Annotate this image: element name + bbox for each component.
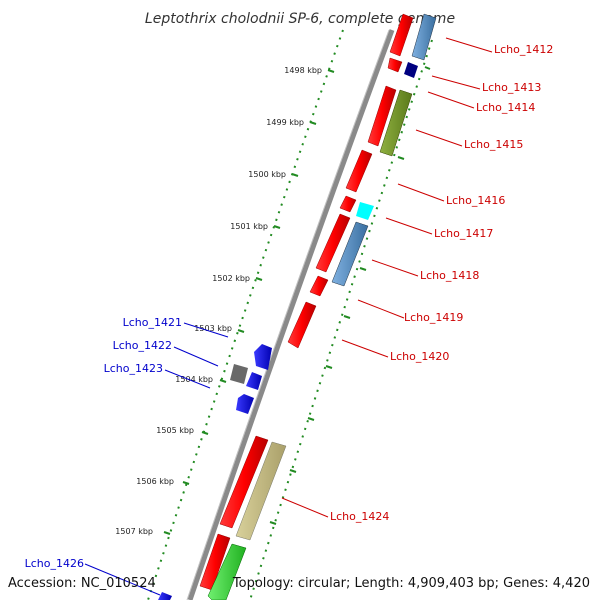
tick-mark-1505	[201, 431, 209, 435]
accession-text: Accession: NC_010524	[8, 576, 156, 591]
inner-tick-mark	[397, 156, 405, 160]
gene-label: Lcho_1423	[104, 362, 163, 375]
tick-mark-1503	[237, 329, 245, 333]
gene-steel-top[interactable]	[411, 13, 437, 61]
gene-lcho-1418[interactable]	[315, 213, 351, 273]
leader-line	[371, 259, 419, 277]
gene-label: Lcho_1416	[446, 194, 505, 207]
gene-khaki[interactable]	[235, 441, 287, 541]
gene-lcho-1426[interactable]	[158, 592, 172, 600]
tick-label: 1498 kbp	[284, 66, 322, 75]
gene-cyan[interactable]	[356, 202, 374, 220]
gene-label: Lcho_1415	[464, 138, 523, 151]
tick-marks	[163, 66, 431, 535]
gene-label: Lcho_1414	[476, 101, 535, 114]
left-leader-lines	[84, 322, 229, 596]
gene-label: Lcho_1419	[404, 311, 463, 324]
tick-mark-1499	[309, 121, 317, 125]
leader-line	[431, 75, 481, 90]
tick-mark-1501	[273, 225, 281, 229]
gene-label: Lcho_1412	[494, 43, 553, 56]
tick-mark-1507	[163, 531, 171, 535]
leader-line	[164, 369, 211, 389]
inner-tick-mark	[269, 521, 277, 525]
leader-line	[341, 339, 389, 358]
right-leader-lines	[281, 37, 493, 518]
forward-genes	[199, 13, 414, 591]
gene-label: Lcho_1426	[25, 557, 84, 570]
leader-line	[281, 497, 329, 518]
reverse-genes	[158, 344, 272, 600]
gene-olive[interactable]	[379, 89, 413, 157]
gene-lcho-1419[interactable]	[309, 275, 329, 297]
gene-lcho-1414[interactable]	[367, 85, 397, 147]
genome-backbone	[187, 29, 395, 600]
gene-label: Lcho_1420	[390, 350, 449, 363]
tick-mark-1502	[255, 277, 263, 281]
outer-dotted-track	[147, 29, 344, 600]
leader-line	[445, 37, 493, 53]
inner-tick-mark	[307, 417, 315, 421]
gene-lcho-1417[interactable]	[339, 195, 357, 213]
tick-label: 1504 kbp	[175, 375, 213, 384]
gene-steel-mid[interactable]	[331, 221, 369, 287]
gene-lcho-1413[interactable]	[387, 57, 403, 73]
gene-navy[interactable]	[404, 62, 418, 78]
gene-label: Lcho_1413	[482, 81, 541, 94]
gene-lcho-1421[interactable]	[254, 344, 272, 370]
left-gene-labels: Lcho_1421 Lcho_1422 Lcho_1423 Lcho_1426	[25, 316, 182, 570]
tick-mark-1500	[291, 173, 299, 177]
inner-tick-mark	[343, 315, 351, 319]
tick-label: 1502 kbp	[212, 274, 250, 283]
tick-mark-1504	[219, 379, 227, 383]
inner-tick-mark	[359, 267, 367, 271]
gene-blue-small[interactable]	[236, 394, 254, 414]
leader-line	[415, 129, 463, 147]
gene-lcho-1416[interactable]	[345, 149, 373, 193]
tick-label: 1499 kbp	[266, 118, 304, 127]
gene-label: Lcho_1421	[123, 316, 182, 329]
feature-genes	[207, 13, 437, 600]
map-title: Leptothrix cholodnii SP-6, complete geno…	[145, 11, 455, 27]
tick-labels: 1498 kbp 1499 kbp 1500 kbp 1501 kbp 1502…	[115, 66, 322, 536]
gene-label: Lcho_1422	[113, 339, 172, 352]
gene-label: Lcho_1424	[330, 510, 389, 523]
gene-lcho-1420[interactable]	[287, 301, 317, 349]
tick-mark-1506	[182, 481, 190, 485]
leader-line	[183, 322, 229, 338]
gene-label: Lcho_1418	[420, 269, 479, 282]
gene-label: Lcho_1417	[434, 227, 493, 240]
inner-tick-mark	[325, 365, 333, 369]
inner-tick-mark	[424, 66, 431, 70]
leader-line	[173, 346, 219, 367]
leader-line	[397, 183, 445, 202]
leader-line	[427, 91, 475, 109]
genome-backbone-highlight	[186, 29, 390, 600]
leader-line	[84, 563, 161, 596]
gene-lcho-1412[interactable]	[389, 13, 414, 57]
gene-lcho-1422[interactable]	[230, 364, 248, 384]
summary-text: Topology: circular; Length: 4,909,403 bp…	[232, 576, 590, 591]
gene-lcho-1424[interactable]	[219, 435, 269, 529]
tick-label: 1500 kbp	[248, 170, 286, 179]
right-gene-labels: Lcho_1412 Lcho_1413 Lcho_1414 Lcho_1415 …	[330, 43, 553, 523]
gene-green[interactable]	[207, 543, 247, 600]
inner-tick-mark	[289, 469, 297, 473]
tick-label: 1501 kbp	[230, 222, 268, 231]
tick-label: 1506 kbp	[136, 477, 174, 486]
tick-mark-1498	[327, 69, 335, 73]
gene-lcho-1423[interactable]	[246, 372, 262, 390]
leader-line	[357, 299, 405, 319]
leader-line	[385, 217, 433, 235]
tick-label: 1505 kbp	[156, 426, 194, 435]
tick-label: 1503 kbp	[194, 324, 232, 333]
tick-label: 1507 kbp	[115, 527, 153, 536]
